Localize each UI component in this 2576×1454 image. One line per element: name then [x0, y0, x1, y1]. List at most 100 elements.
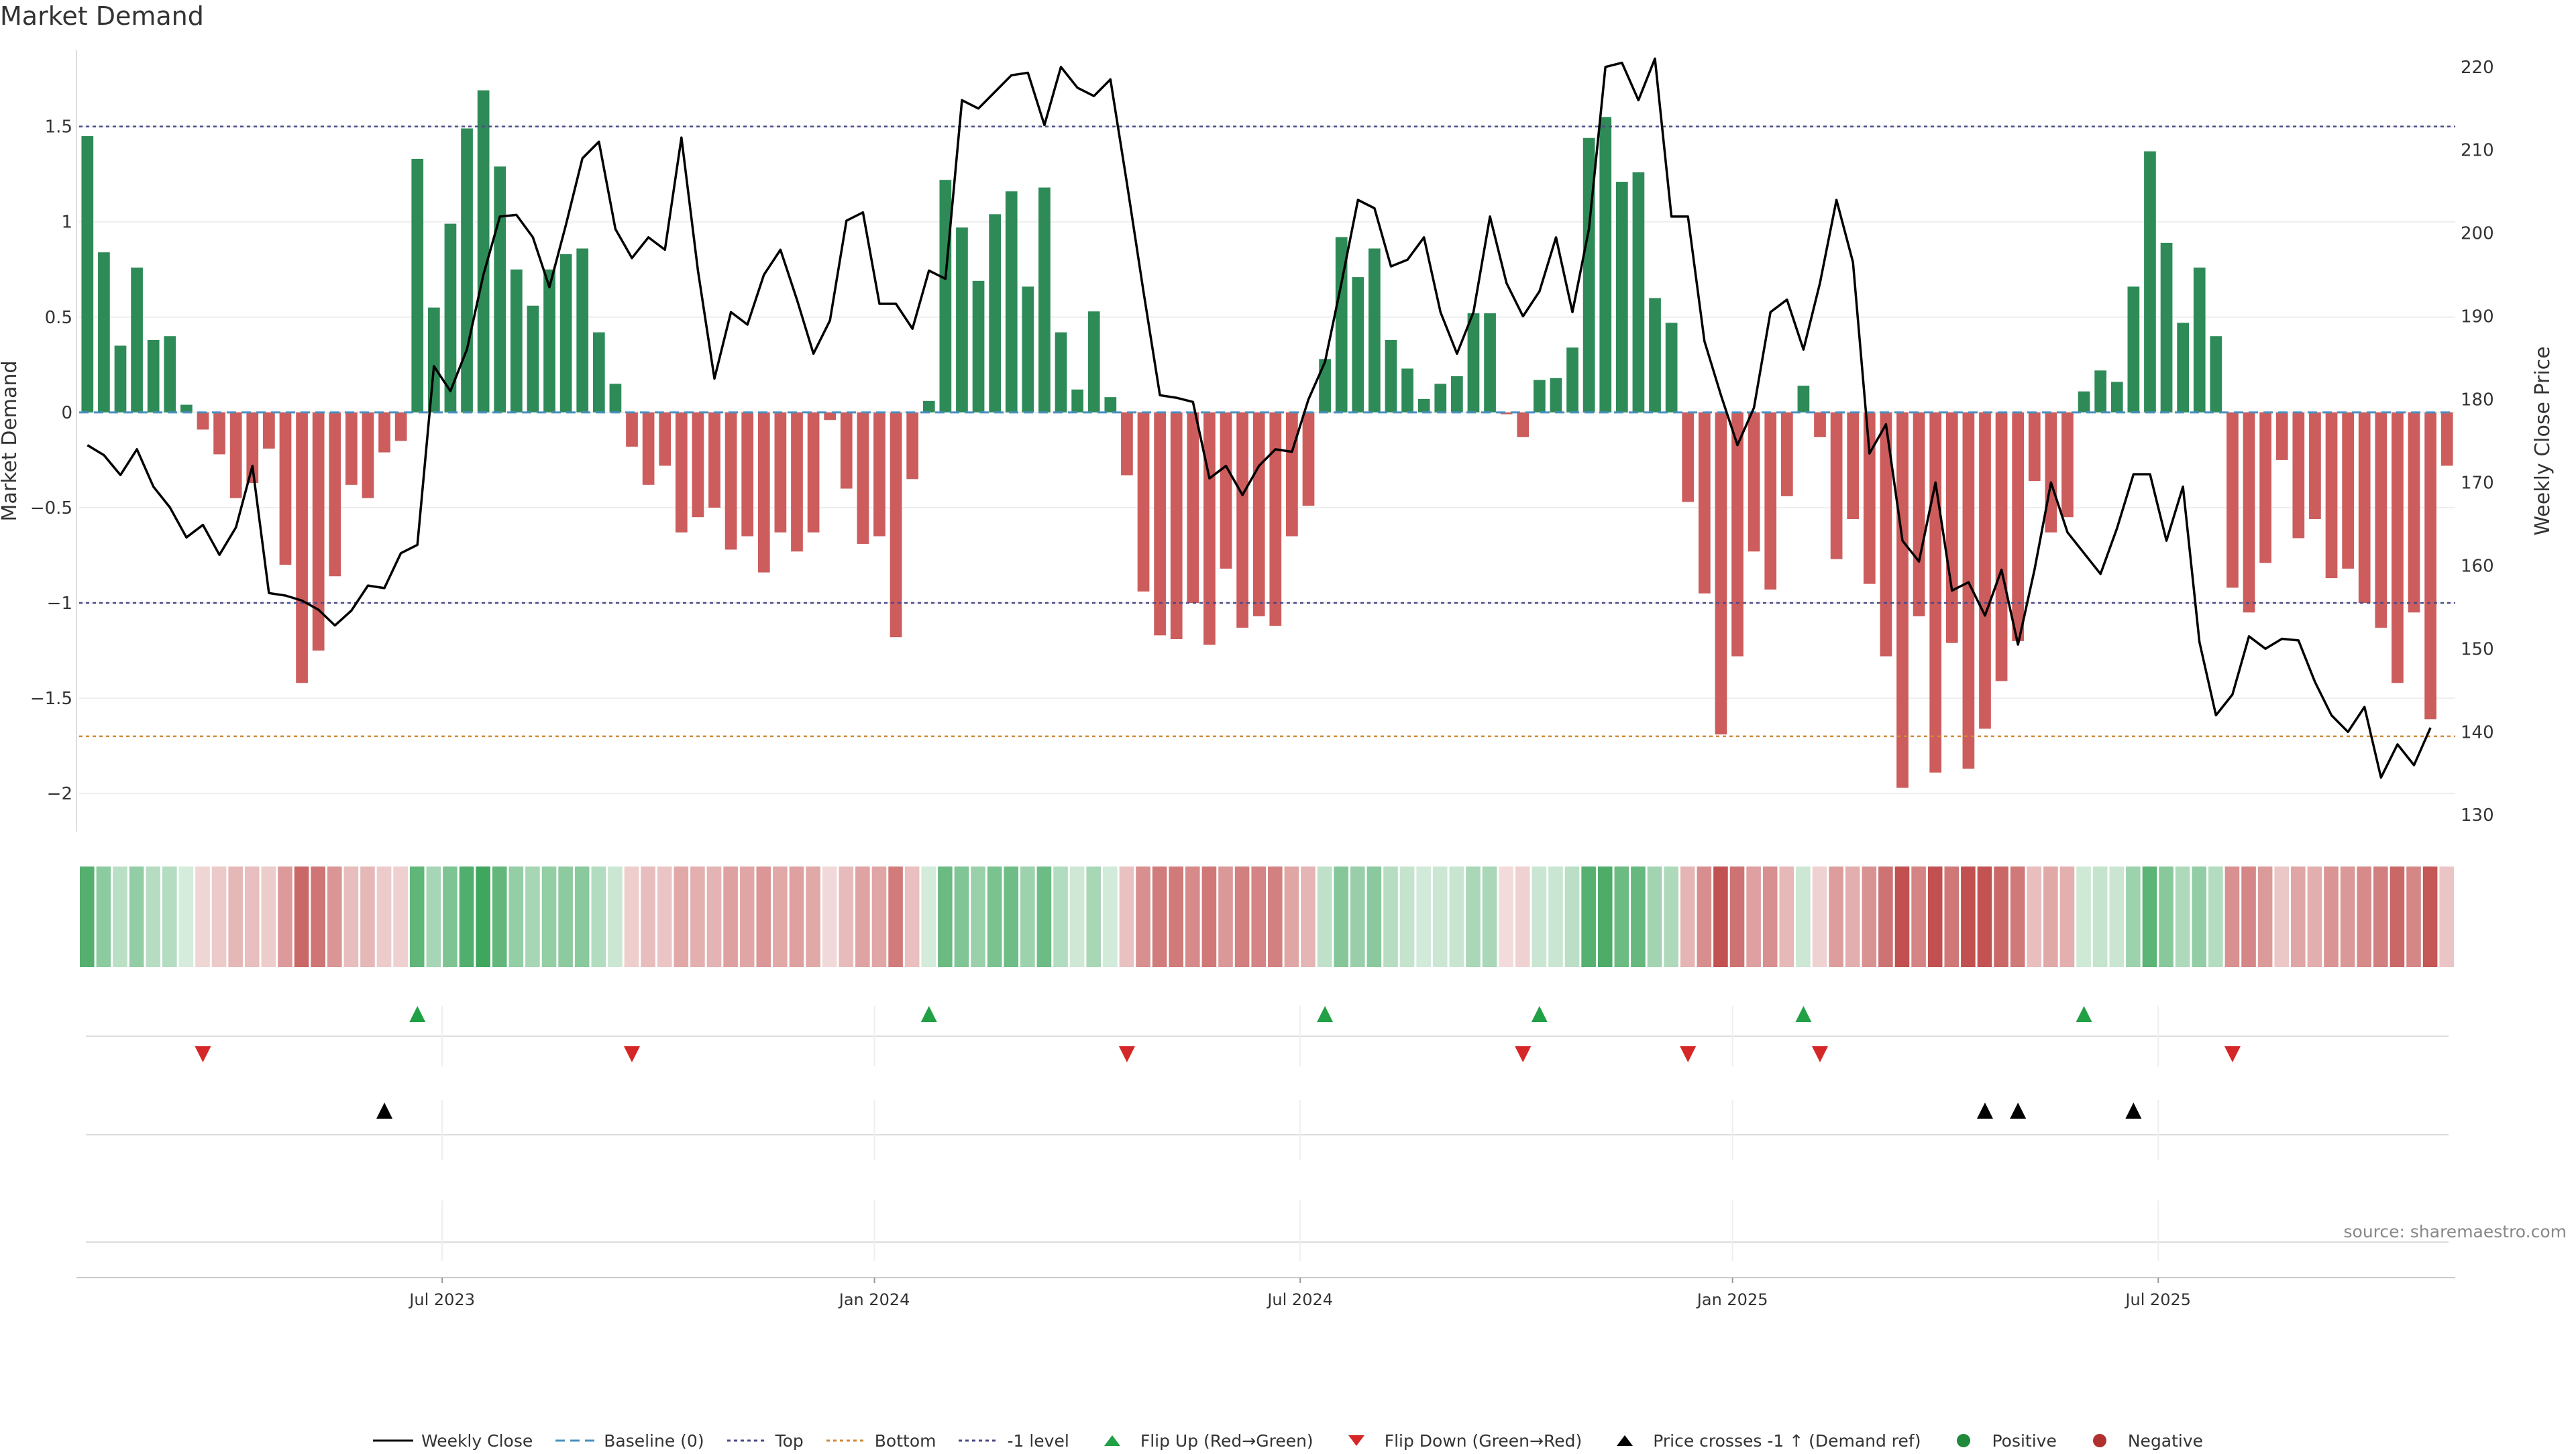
demand-bar	[1599, 117, 1612, 412]
heat-cell	[1515, 866, 1530, 967]
demand-bar	[2440, 412, 2453, 466]
demand-bar	[229, 412, 242, 498]
heat-cell	[178, 866, 194, 967]
heat-cell	[1614, 866, 1629, 967]
heat-cell	[2257, 866, 2273, 967]
heat-cell	[1581, 866, 1596, 967]
demand-bar	[1071, 389, 1083, 412]
heat-cell	[1466, 866, 1481, 967]
legend-label: Baseline (0)	[604, 1431, 704, 1451]
demand-bar	[494, 166, 506, 412]
heat-cell	[2324, 866, 2339, 967]
heat-cell	[426, 866, 441, 967]
heat-cell	[1564, 866, 1580, 967]
demand-bar	[906, 412, 919, 480]
demand-bar	[329, 412, 341, 577]
demand-bar	[824, 412, 837, 421]
demand-bar	[2160, 242, 2173, 412]
demand-bar	[642, 412, 655, 485]
legend-label: -1 level	[1007, 1431, 1069, 1451]
demand-bar	[1797, 386, 1810, 412]
demand-bar	[378, 412, 390, 453]
demand-bar	[1566, 347, 1578, 412]
y2-tick-label: 140	[2461, 722, 2494, 742]
heat-cell	[343, 866, 359, 967]
heat-cell	[1020, 866, 1035, 967]
demand-bar	[147, 339, 160, 412]
heat-cell	[591, 866, 606, 967]
demand-bar	[922, 400, 935, 412]
demand-bar	[1104, 397, 1117, 412]
heat-cell	[311, 866, 325, 967]
y-tick-label: 1.5	[45, 117, 72, 137]
y2-tick-label: 180	[2461, 390, 2494, 410]
y2-tick-label: 130	[2461, 805, 2494, 826]
heat-cell	[739, 866, 755, 967]
demand-bar	[427, 307, 440, 412]
heat-cell	[1845, 866, 1860, 967]
heat-cell	[1317, 866, 1332, 967]
demand-bar	[1533, 380, 1546, 412]
heat-cell	[1829, 866, 1843, 967]
heat-cell	[1729, 866, 1745, 967]
demand-bar	[1467, 313, 1480, 412]
demand-bar	[1220, 412, 1232, 569]
heat-cell	[855, 866, 870, 967]
demand-bar	[1995, 412, 2008, 681]
demand-bar	[791, 412, 803, 552]
heat-cell	[2241, 866, 2256, 967]
demand-bar	[1962, 412, 1975, 769]
demand-bar	[1880, 412, 1892, 657]
demand-bar	[2226, 412, 2239, 588]
heat-cell	[1301, 866, 1316, 967]
heat-cell	[244, 866, 260, 967]
heat-cell	[1350, 866, 1365, 967]
heat-cell	[525, 866, 540, 967]
demand-bar	[757, 412, 770, 573]
price-cross-marker	[1976, 1103, 1993, 1119]
heat-cell	[2109, 866, 2125, 967]
demand-bar	[2259, 412, 2271, 563]
heat-cell	[393, 866, 408, 967]
demand-bar	[1137, 412, 1150, 592]
heat-cell	[2274, 866, 2290, 967]
heat-cell	[1482, 866, 1497, 967]
y-tick-label: −1.5	[30, 689, 72, 709]
legend-swatch	[1617, 1435, 1633, 1446]
heat-cell	[1416, 866, 1431, 967]
demand-bar	[1847, 412, 1860, 519]
heat-cell	[1284, 866, 1299, 967]
heat-cell	[871, 866, 887, 967]
demand-bar	[461, 128, 473, 412]
heat-cell	[409, 866, 425, 967]
heat-cell	[756, 866, 771, 967]
demand-bar	[1451, 376, 1463, 412]
y2-tick-label: 150	[2461, 639, 2494, 659]
event-markers	[86, 1006, 2449, 1261]
demand-bar	[576, 248, 589, 412]
demand-bar	[1500, 412, 1513, 414]
grid-layer	[79, 125, 2455, 795]
demand-bar	[1979, 412, 1991, 729]
demand-bar	[1615, 182, 1628, 412]
y2-axis-label: Weekly Close Price	[2531, 346, 2555, 535]
demand-bar	[1665, 323, 1678, 412]
flip-down-marker	[1118, 1046, 1135, 1062]
source-note: source: sharemaestro.com	[2343, 1222, 2567, 1241]
demand-bar	[1187, 412, 1199, 604]
heat-cell	[1812, 866, 1827, 967]
heat-cell	[1944, 866, 1960, 967]
demand-bar	[1698, 412, 1711, 594]
legend-label: Positive	[1992, 1431, 2057, 1451]
heat-cell	[278, 866, 292, 967]
flip-down-marker	[195, 1046, 211, 1062]
heat-cell	[1069, 866, 1085, 967]
demand-bar	[1038, 187, 1051, 412]
flip-down-marker	[2224, 1046, 2241, 1062]
legend-swatch	[372, 1439, 413, 1442]
heat-strip	[80, 866, 2454, 967]
demand-bar	[444, 223, 457, 412]
demand-bar	[1252, 412, 1265, 616]
heat-cell	[1136, 866, 1150, 967]
heat-cell	[839, 866, 854, 967]
